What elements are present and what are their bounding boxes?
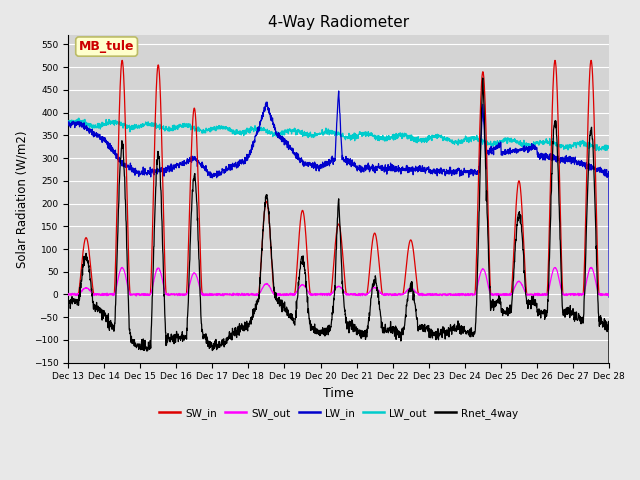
LW_in (605, 294, 613, 300)
SW_in (366, 265, 374, 271)
LW_out (595, 148, 602, 154)
LW_in (557, 158, 565, 164)
LW_in (496, 142, 504, 148)
LW_out (215, 126, 223, 132)
Rnet_4way (479, 75, 486, 81)
LW_in (64, 122, 72, 128)
SW_out (605, 292, 613, 298)
SW_in (557, 247, 565, 253)
Line: Rnet_4way: Rnet_4way (68, 78, 609, 449)
Text: MB_tule: MB_tule (79, 40, 134, 53)
LW_in (215, 169, 223, 175)
SW_in (588, 58, 595, 63)
SW_out (215, 292, 223, 298)
LW_out (355, 132, 362, 138)
Rnet_4way (557, 284, 565, 289)
SW_in (496, 292, 504, 298)
LW_out (64, 121, 72, 127)
SW_in (64, 292, 72, 298)
LW_out (75, 115, 83, 121)
Rnet_4way (573, 310, 580, 315)
SW_in (605, 292, 613, 298)
Line: LW_in: LW_in (68, 91, 609, 297)
Rnet_4way (215, 343, 223, 349)
LW_out (557, 142, 565, 147)
Rnet_4way (605, 446, 613, 452)
LW_in (366, 167, 374, 173)
SW_out (573, 292, 580, 298)
LW_in (335, 88, 342, 94)
Rnet_4way (366, 312, 374, 318)
LW_in (355, 167, 362, 172)
Rnet_4way (496, 295, 504, 300)
Legend: SW_in, SW_out, LW_in, LW_out, Rnet_4way: SW_in, SW_out, LW_in, LW_out, Rnet_4way (155, 404, 522, 423)
SW_out (64, 291, 72, 297)
Line: SW_out: SW_out (68, 267, 609, 296)
SW_in (572, 292, 580, 298)
SW_out (366, 288, 374, 294)
SW_out (355, 292, 362, 298)
LW_in (573, 158, 580, 164)
Rnet_4way (354, 328, 362, 334)
Rnet_4way (64, 296, 72, 301)
SW_out (557, 288, 565, 293)
SW_out (588, 264, 595, 270)
LW_out (366, 132, 374, 138)
LW_out (605, 144, 613, 150)
Line: LW_out: LW_out (68, 118, 609, 151)
SW_out (132, 293, 140, 299)
LW_out (573, 142, 580, 148)
SW_in (354, 292, 362, 298)
Y-axis label: Solar Radiation (W/m2): Solar Radiation (W/m2) (15, 130, 28, 268)
Title: 4-Way Radiometer: 4-Way Radiometer (268, 15, 409, 30)
SW_in (215, 292, 223, 298)
Line: SW_in: SW_in (68, 60, 609, 295)
SW_out (496, 292, 504, 298)
LW_out (496, 141, 504, 146)
X-axis label: Time: Time (323, 387, 354, 400)
